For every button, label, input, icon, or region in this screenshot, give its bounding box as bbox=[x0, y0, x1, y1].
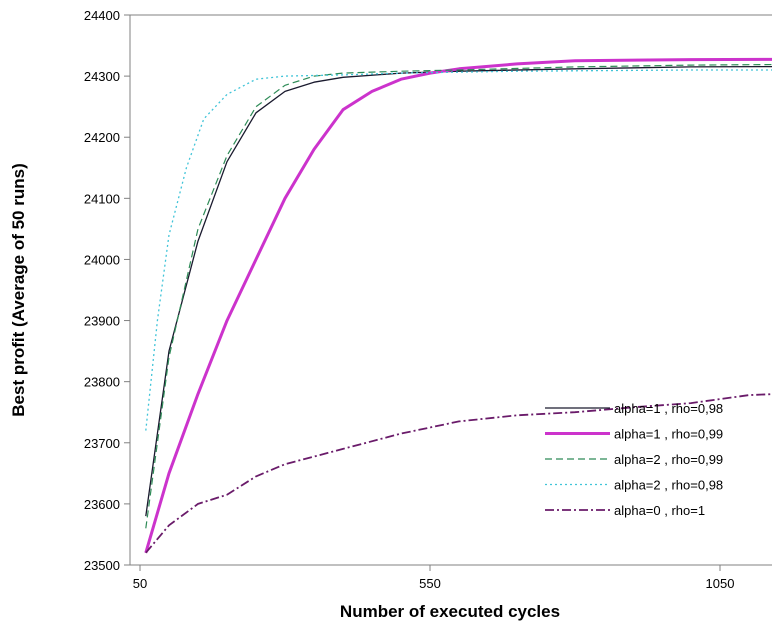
legend: alpha=1 , rho=0,98 alpha=1 , rho=0,99 alph… bbox=[545, 401, 723, 518]
y-tick-label: 23900 bbox=[84, 314, 120, 329]
y-tick-label: 24000 bbox=[84, 252, 120, 267]
y-tick-label: 24200 bbox=[84, 130, 120, 145]
y-tick-label: 23600 bbox=[84, 497, 120, 512]
y-tick-label: 23500 bbox=[84, 558, 120, 573]
legend-label: alpha=2 , rho=0,98 bbox=[614, 478, 723, 493]
y-tick-label: 24400 bbox=[84, 8, 120, 23]
series-layer bbox=[144, 57, 772, 554]
x-axis-title: Number of executed cycles bbox=[340, 602, 560, 621]
x-tick-label: 550 bbox=[419, 576, 441, 591]
x-tick-label: 1050 bbox=[706, 576, 735, 591]
y-ticks: 23500 23600 23700 23800 23900 24000 24100 24200… bbox=[84, 8, 130, 573]
legend-label: alpha=2 , rho=0,99 bbox=[614, 452, 723, 467]
legend-label: alpha=1 , rho=0,99 bbox=[614, 427, 723, 442]
y-axis-title: Best profit (Average of 50 runs) bbox=[9, 163, 28, 416]
x-tick-label: 50 bbox=[133, 576, 147, 591]
axes bbox=[129, 14, 772, 566]
y-tick-label: 24300 bbox=[84, 69, 120, 84]
y-tick-label: 24100 bbox=[84, 191, 120, 206]
legend-label: alpha=0 , rho=1 bbox=[614, 503, 705, 518]
series-line bbox=[145, 63, 772, 529]
series-line bbox=[145, 65, 772, 517]
x-ticks: 5055010501550 bbox=[133, 565, 735, 591]
y-tick-label: 23800 bbox=[84, 375, 120, 390]
series-line bbox=[144, 57, 772, 554]
series-line bbox=[145, 69, 772, 431]
series-line bbox=[145, 393, 772, 554]
y-tick-label: 23700 bbox=[84, 436, 120, 451]
legend-label: alpha=1 , rho=0,98 bbox=[614, 401, 723, 416]
